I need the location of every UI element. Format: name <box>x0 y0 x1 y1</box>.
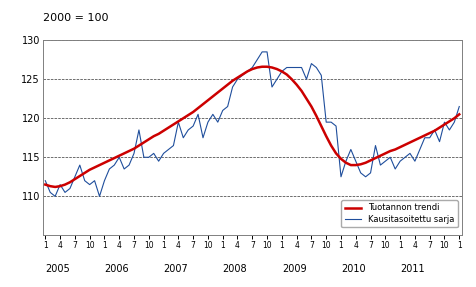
Tuotannon trendi <box>52 185 58 189</box>
Kausitasoitettu sarja <box>254 58 260 61</box>
Kausitasoitettu sarja <box>456 105 462 108</box>
Kausitasoitettu sarja <box>116 156 122 159</box>
Line: Kausitasoitettu sarja: Kausitasoitettu sarja <box>45 52 459 196</box>
Tuotannon trendi <box>190 110 196 114</box>
Kausitasoitettu sarja <box>190 124 196 128</box>
Tuotannon trendi <box>176 120 181 123</box>
Kausitasoitettu sarja <box>42 179 48 183</box>
Tuotannon trendi <box>442 123 447 126</box>
Legend: Tuotannon trendi, Kausitasoitettu sarja: Tuotannon trendi, Kausitasoitettu sarja <box>341 200 457 227</box>
Text: 2010: 2010 <box>341 264 366 274</box>
Text: 2008: 2008 <box>223 264 248 274</box>
Tuotannon trendi <box>170 123 176 126</box>
Text: 2000 = 100: 2000 = 100 <box>43 13 109 23</box>
Text: 2011: 2011 <box>400 264 425 274</box>
Kausitasoitettu sarja <box>170 144 176 147</box>
Text: 2007: 2007 <box>164 264 188 274</box>
Tuotannon trendi <box>42 183 48 186</box>
Line: Tuotannon trendi: Tuotannon trendi <box>45 67 459 187</box>
Tuotannon trendi <box>456 113 462 116</box>
Kausitasoitettu sarja <box>259 50 265 54</box>
Kausitasoitettu sarja <box>176 121 181 124</box>
Kausitasoitettu sarja <box>442 121 447 124</box>
Text: 2005: 2005 <box>45 264 70 274</box>
Text: 2006: 2006 <box>104 264 129 274</box>
Tuotannon trendi <box>259 65 265 68</box>
Tuotannon trendi <box>254 66 260 69</box>
Kausitasoitettu sarja <box>52 195 58 198</box>
Tuotannon trendi <box>116 154 122 158</box>
Text: 2009: 2009 <box>282 264 307 274</box>
